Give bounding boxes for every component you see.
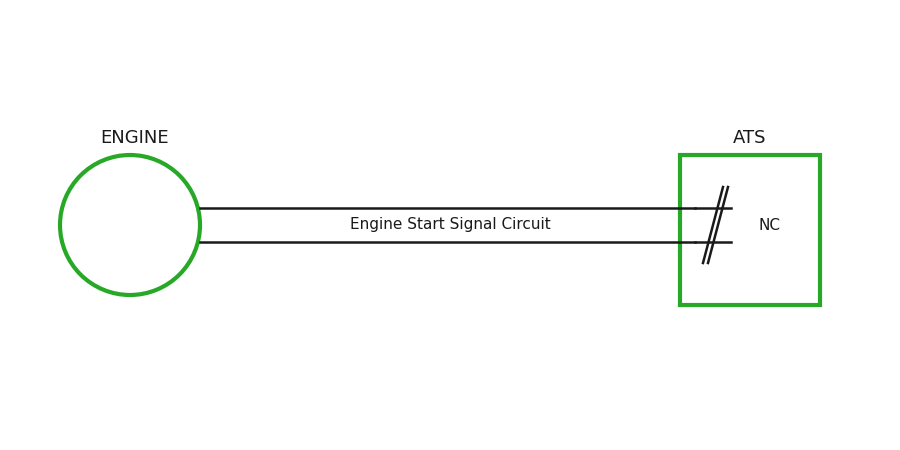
Text: ENGINE: ENGINE — [100, 129, 168, 147]
Text: NC: NC — [758, 217, 780, 233]
Text: Engine Start Signal Circuit: Engine Start Signal Circuit — [349, 217, 551, 233]
Bar — [680, 155, 820, 305]
Text: ATS: ATS — [734, 129, 767, 147]
